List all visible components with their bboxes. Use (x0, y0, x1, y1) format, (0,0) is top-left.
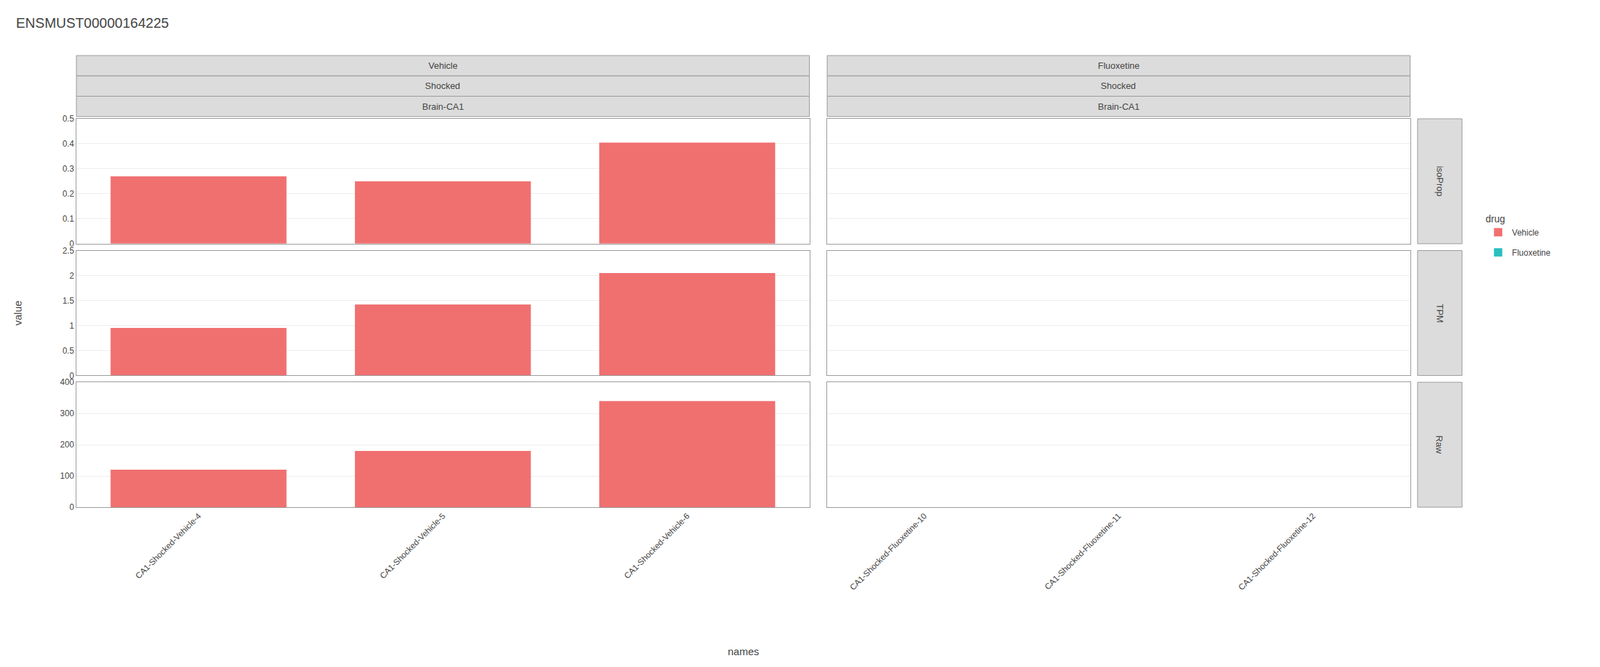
svg-text:100: 100 (60, 470, 75, 481)
svg-text:names: names (727, 645, 760, 657)
svg-text:Raw: Raw (1434, 435, 1445, 455)
svg-text:value: value (11, 300, 24, 326)
svg-text:1: 1 (69, 320, 75, 331)
svg-text:0.5: 0.5 (62, 345, 75, 356)
svg-text:CA1-Shocked-Vehicle-6: CA1-Shocked-Vehicle-6 (622, 511, 692, 581)
svg-text:300: 300 (60, 408, 75, 419)
svg-text:Shocked: Shocked (425, 80, 461, 91)
svg-text:0: 0 (69, 370, 75, 381)
svg-text:CA1-Shocked-Vehicle-4: CA1-Shocked-Vehicle-4 (133, 511, 203, 581)
svg-text:CA1-Shocked-Fluoxetine-10: CA1-Shocked-Fluoxetine-10 (847, 511, 930, 593)
svg-text:CA1-Shocked-Fluoxetine-11: CA1-Shocked-Fluoxetine-11 (1042, 511, 1123, 592)
svg-text:CA1-Shocked-Fluoxetine-12: CA1-Shocked-Fluoxetine-12 (1236, 511, 1319, 593)
svg-text:TPM: TPM (1434, 303, 1446, 323)
svg-text:0.1: 0.1 (62, 213, 75, 224)
svg-text:400: 400 (60, 377, 75, 387)
svg-text:200: 200 (60, 439, 75, 450)
svg-text:Fluoxetine: Fluoxetine (1097, 60, 1140, 71)
svg-text:Fluoxetine: Fluoxetine (1511, 247, 1551, 258)
svg-text:0.5: 0.5 (62, 113, 75, 124)
svg-text:2: 2 (69, 270, 75, 281)
svg-text:Brain-CA1: Brain-CA1 (1097, 101, 1140, 112)
svg-text:Vehicle: Vehicle (428, 60, 458, 71)
svg-text:isoProp: isoProp (1434, 165, 1446, 197)
svg-text:0: 0 (69, 238, 75, 249)
svg-text:Shocked: Shocked (1100, 80, 1137, 91)
svg-text:CA1-Shocked-Vehicle-5: CA1-Shocked-Vehicle-5 (377, 511, 448, 581)
svg-text:0.3: 0.3 (62, 163, 75, 174)
svg-text:2.5: 2.5 (62, 245, 75, 256)
svg-text:drug: drug (1485, 213, 1505, 225)
svg-text:ENSMUST00000164225: ENSMUST00000164225 (15, 15, 169, 31)
svg-text:Brain-CA1: Brain-CA1 (422, 101, 464, 112)
svg-text:1.5: 1.5 (62, 295, 75, 306)
svg-text:Vehicle: Vehicle (1511, 227, 1539, 238)
svg-text:0: 0 (69, 502, 75, 512)
svg-text:0.4: 0.4 (62, 138, 75, 149)
svg-text:0.2: 0.2 (62, 188, 75, 199)
